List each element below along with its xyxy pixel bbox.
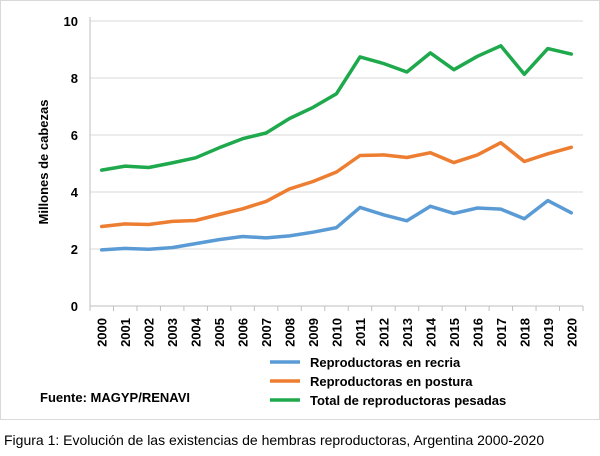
series-lines — [99, 44, 574, 252]
x-tick-label: 2002 — [142, 318, 157, 347]
line-chart: 0 2 4 6 8 10 2000 2001 2002 2003 2004 2005 2006 2007… — [36, 14, 584, 408]
x-tick-label: 2017 — [494, 318, 509, 347]
x-tick-label: 2016 — [470, 318, 485, 347]
x-tick-label: 2019 — [541, 318, 556, 347]
y-tick-label: 6 — [71, 128, 78, 143]
x-tick-label: 2001 — [118, 318, 133, 347]
legend: Reproductoras en recria Reproductoras en … — [270, 355, 506, 408]
x-tick-label: 2013 — [400, 318, 415, 347]
x-tick-label: 2007 — [259, 318, 274, 347]
x-tick-label: 2010 — [330, 318, 345, 347]
y-axis-title: Millones de cabezas — [36, 100, 51, 225]
y-tick-label: 0 — [71, 299, 78, 314]
figure-caption: Figura 1: Evolución de las existencias d… — [4, 432, 545, 448]
x-tick-label: 2015 — [447, 318, 462, 347]
y-tick-label: 8 — [71, 71, 78, 86]
legend-label-2: Reproductoras en postura — [310, 374, 473, 389]
x-tick-label: 2012 — [376, 318, 391, 347]
x-tick-label: 2008 — [283, 318, 298, 347]
x-tick-label: 2003 — [165, 318, 180, 347]
series-line-2 — [99, 140, 574, 229]
x-tick-label: 2009 — [306, 318, 321, 347]
x-tick-label: 2014 — [423, 317, 438, 347]
y-tick-label: 4 — [71, 185, 79, 200]
series-line-3 — [99, 44, 574, 172]
x-tick-label: 2018 — [517, 318, 532, 347]
x-tick-label: 2005 — [212, 318, 227, 347]
legend-label-1: Reproductoras en recria — [310, 355, 461, 370]
x-tick-label: 2020 — [564, 318, 579, 347]
x-tick-label: 2004 — [189, 317, 204, 347]
y-tick-label: 2 — [71, 242, 78, 257]
legend-label-3: Total de reproductoras pesadas — [310, 393, 506, 408]
axes — [89, 17, 584, 311]
series-line-1 — [99, 198, 574, 252]
x-tick-label: 2000 — [95, 318, 110, 347]
y-tick-labels: 0 2 4 6 8 10 — [64, 14, 79, 314]
x-tick-label: 2006 — [236, 318, 251, 347]
x-tick-label: 2011 — [353, 318, 368, 346]
y-tick-label: 10 — [64, 14, 78, 29]
source-note: Fuente: MAGYP/RENAVI — [40, 390, 190, 405]
x-tick-labels: 2000 2001 2002 2003 2004 2005 2006 2007 2008 2009… — [95, 317, 580, 347]
